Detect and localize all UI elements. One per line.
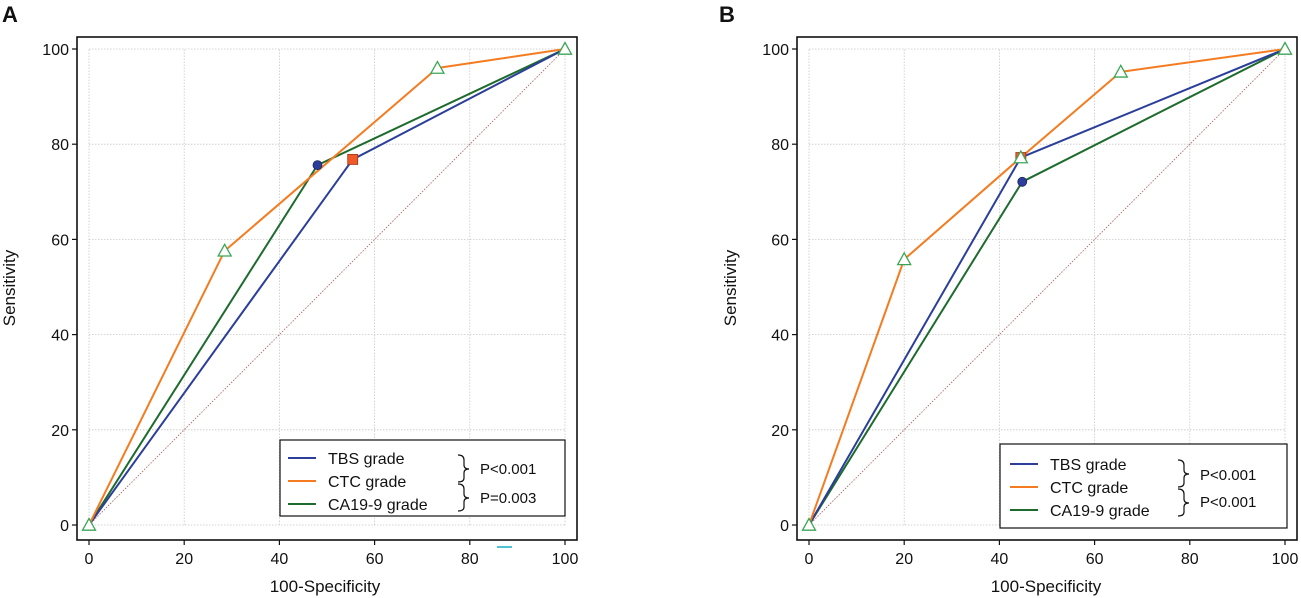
panel-b-brace-2 (1177, 488, 1190, 517)
panel-b-legend-ca199: CA19-9 grade (1050, 503, 1150, 520)
panel-a-brace-2 (457, 483, 470, 512)
panel-b-x-axis-label: 100-Specificity (991, 577, 1102, 596)
panel-b-legend-tbs: TBS grade (1050, 457, 1127, 474)
panel-a: A 0 20 40 60 80 100 0 20 40 60 80 100 100-Specifici… (0, 2, 578, 596)
panel-b-y-tick-label: 60 (771, 232, 789, 249)
panel-b-reference-line (808, 48, 1286, 526)
panel-a-x-tick-label: 40 (271, 551, 289, 568)
panel-a-p-value-1: P<0.001 (480, 461, 536, 478)
panel-a-series-ca199-point (312, 160, 323, 171)
panel-a-y-tick-label: 80 (51, 137, 69, 154)
panel-a-y-tick-label: 0 (60, 518, 69, 535)
panel-b-x-tick-label: 100 (1272, 551, 1299, 568)
panel-b-label: B (719, 2, 735, 27)
panel-a-x-tick-label: 80 (461, 551, 479, 568)
panel-a-legend-ctc: CTC grade (328, 474, 406, 491)
panel-a-label: A (2, 2, 18, 27)
panel-b-y-tick-label: 100 (762, 42, 789, 59)
panel-a-series-tbs-point (347, 154, 359, 165)
panel-a-series-ctc-point (557, 41, 573, 55)
panel-a-legend-ca199: CA19-9 grade (328, 497, 428, 514)
panel-b-legend: TBS grade CTC grade CA19-9 grade P<0.001… (999, 443, 1288, 529)
panel-a-legend-box (279, 439, 566, 517)
panel-b: B 0 20 40 60 80 100 0 20 40 60 80 100 100-Specifici… (719, 2, 1298, 596)
panel-b-ticks: 0 20 40 60 80 100 0 20 40 60 80 100 (762, 42, 1298, 568)
panel-a-x-tick-label: 0 (85, 551, 94, 568)
panel-b-series-ctc-point (896, 251, 912, 266)
panel-b-y-tick-label: 0 (780, 518, 789, 535)
panel-b-brace-1 (1177, 459, 1190, 488)
panel-b-legend-box (999, 443, 1288, 529)
panel-a-series-ctc-point (429, 60, 446, 74)
panel-b-y-tick-label: 20 (771, 423, 789, 440)
panel-a-legend: TBS grade CTC grade CA19-9 grade P<0.001… (279, 439, 566, 517)
panel-a-y-tick-label: 40 (51, 328, 69, 345)
panel-a-x-tick-label: 100 (552, 551, 579, 568)
panel-a-y-axis-label: Sensitivity (0, 249, 19, 326)
panel-b-x-tick-label: 0 (805, 551, 814, 568)
panel-a-series-ctc-point (81, 517, 97, 531)
panel-b-x-tick-label: 80 (1181, 551, 1199, 568)
panel-a-y-tick-label: 20 (51, 423, 69, 440)
panel-a-y-tick-label: 100 (42, 42, 69, 59)
panel-b-x-tick-label: 40 (991, 551, 1009, 568)
panel-a-p-value-2: P=0.003 (480, 490, 536, 507)
panel-b-series-ca199-point (1017, 176, 1028, 187)
panel-a-x-tick-label: 60 (366, 551, 384, 568)
panel-a-grid (88, 48, 566, 526)
panel-b-series-ctc-point (801, 517, 817, 531)
panel-b-markers (801, 41, 1293, 531)
panel-a-series-ctc-line (88, 48, 566, 526)
panel-b-p-value-1: P<0.001 (1200, 467, 1256, 484)
panel-b-p-value-2: P<0.001 (1200, 494, 1256, 511)
panel-b-x-tick-label: 60 (1086, 551, 1104, 568)
panel-a-markers (81, 41, 573, 531)
panel-a-x-tick-label: 20 (175, 551, 193, 568)
panel-b-series-ctc-point (1277, 41, 1293, 55)
panel-a-y-tick-label: 60 (51, 232, 69, 249)
panel-b-x-tick-label: 20 (895, 551, 913, 568)
panel-a-brace-1 (457, 454, 470, 483)
panel-b-y-axis-label: Sensitivity (721, 249, 740, 326)
panel-b-series-ctc-point (1113, 64, 1129, 78)
panel-a-reference-line (88, 48, 566, 526)
panel-a-series-ctc-point (217, 242, 233, 257)
panel-a-ticks: 0 20 40 60 80 100 0 20 40 60 80 100 (42, 42, 578, 568)
panel-b-series-ctc-point (1013, 149, 1029, 164)
panel-a-legend-tbs: TBS grade (328, 451, 405, 468)
panel-a-x-axis-label: 100-Specificity (270, 577, 381, 596)
panel-b-y-tick-label: 40 (771, 328, 789, 345)
panel-b-legend-ctc: CTC grade (1050, 480, 1128, 497)
panel-b-y-tick-label: 80 (771, 137, 789, 154)
